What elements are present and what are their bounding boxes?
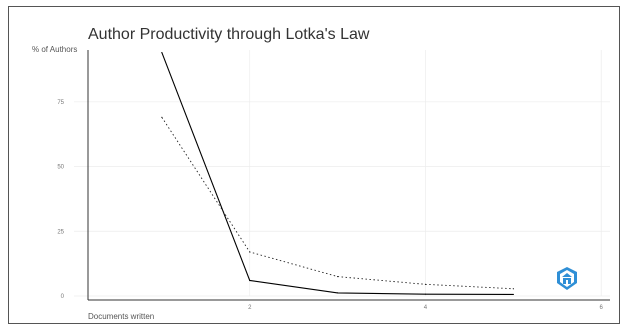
shield-logo-icon — [557, 267, 577, 290]
series-2-point — [161, 116, 163, 118]
x-axis-label: Documents written — [88, 312, 155, 321]
series-1-point — [249, 279, 251, 282]
y-tick-label: 50 — [57, 165, 64, 171]
series-1-point — [512, 293, 514, 296]
y-tick-label: 75 — [57, 100, 64, 106]
series-1-point — [161, 51, 163, 54]
x-tick-label: 6 — [600, 305, 604, 311]
y-tick-label: 25 — [57, 229, 64, 235]
y-axis-label: % of Authors — [32, 45, 78, 54]
series-line-2 — [161, 117, 514, 290]
series-line-1 — [161, 52, 514, 295]
series-2-point — [337, 275, 339, 278]
chart-frame — [8, 6, 620, 324]
y-tick-label: 0 — [61, 294, 65, 300]
x-tick-label: 4 — [424, 305, 428, 311]
series-1-point — [337, 292, 339, 294]
series-2-point — [249, 251, 251, 253]
series-2-point — [512, 288, 514, 290]
chart-title: Author Productivity through Lotka's Law — [88, 26, 370, 43]
series-1-point — [424, 293, 427, 295]
x-tick-label: 2 — [248, 305, 252, 311]
series-2-point — [424, 283, 427, 285]
